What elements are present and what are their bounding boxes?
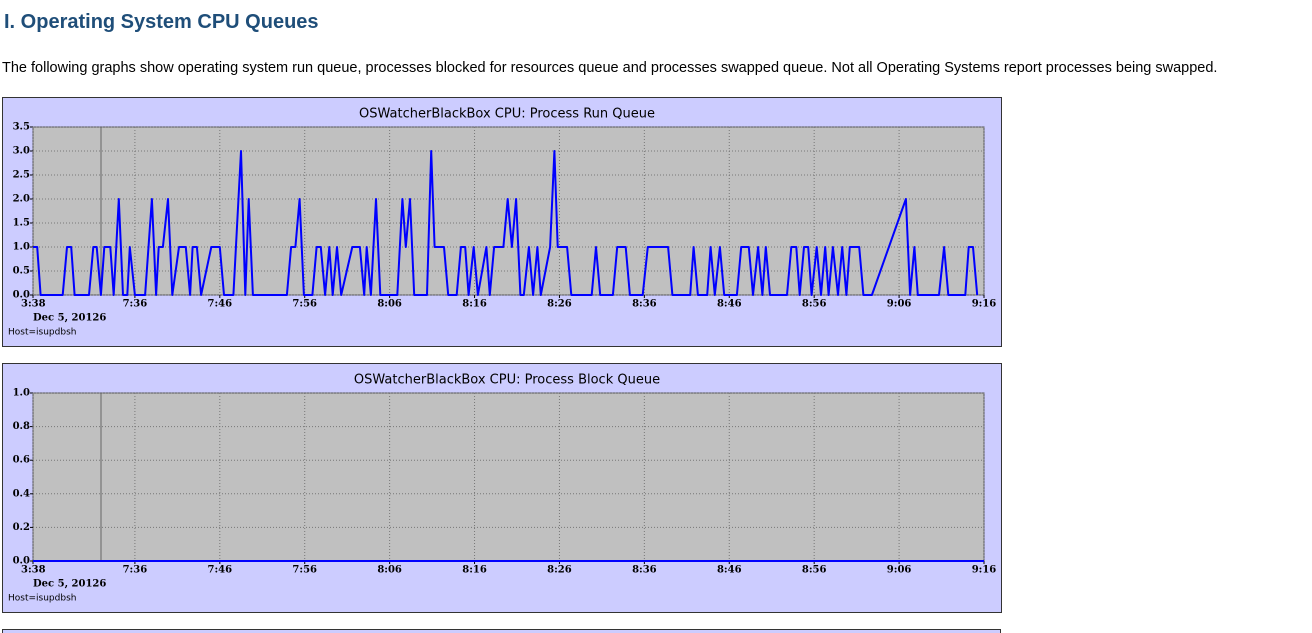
x-tick-label: 3:38 (21, 565, 46, 576)
y-tick-label: 3.5 (13, 122, 30, 133)
section-title: I. Operating System CPU Queues (4, 11, 319, 33)
x-tick-label: 8:36 (632, 299, 657, 310)
y-tick-label: 0.6 (13, 455, 30, 466)
x-tick-label: 7:56 (292, 299, 317, 310)
x-tick-label: 8:26 (547, 299, 572, 310)
x-tick-label: 8:16 (462, 565, 487, 576)
x-tick-label: 8:26 (547, 565, 572, 576)
next-chart-frame (2, 629, 1001, 633)
block-queue-chart: 0.0 0.2 0.4 0.6 0.8 1.0 3:38 7:36 7:46 7:56 8:06 8:… (2, 363, 1002, 613)
x-tick-label: 8:06 (377, 299, 402, 310)
y-tick-label: 1.0 (13, 388, 30, 399)
x-tick-label: 8:06 (377, 565, 402, 576)
x-tick-label: 7:36 (123, 299, 148, 310)
y-tick-label: 0.0 (13, 556, 30, 567)
x-tick-label: 7:36 (123, 565, 148, 576)
x-tick-label: 7:56 (292, 565, 317, 576)
y-tick-label: 2.0 (13, 194, 30, 205)
section-description: The following graphs show operating syst… (2, 60, 1218, 76)
y-tick-label: 0.5 (13, 266, 30, 277)
y-tick-label: 0.4 (13, 488, 30, 499)
data-line (33, 150, 979, 296)
x-tick-label: 8:36 (632, 565, 657, 576)
date-label: Dec 5, 20126 (33, 579, 106, 590)
x-tick-label: 3:38 (21, 299, 46, 310)
x-tick-label: 9:16 (972, 565, 997, 576)
x-tick-label: 9:06 (887, 299, 912, 310)
chart-title: OSWatcherBlackBox CPU: Process Block Que… (354, 373, 660, 388)
y-tick-label: 1.0 (13, 242, 30, 253)
x-tick-label: 8:46 (717, 565, 742, 576)
y-tick-label: 0.2 (13, 522, 30, 533)
x-tick-label: 8:16 (462, 299, 487, 310)
host-label: Host=isupdbsh (8, 594, 76, 604)
x-tick-label: 7:46 (208, 565, 233, 576)
x-tick-label: 8:56 (802, 299, 827, 310)
plot-area (32, 392, 985, 562)
y-tick-label: 1.5 (13, 218, 30, 229)
x-tick-label: 7:46 (208, 299, 233, 310)
run-queue-chart: 0.0 0.5 1.0 1.5 2.0 2.5 3.0 3.5 3:38 7:36 7:46 7:56… (2, 97, 1002, 347)
y-tick-label: 2.5 (13, 170, 30, 181)
y-tick-label: 3.0 (13, 146, 30, 157)
y-tick-label: 0.0 (13, 290, 30, 301)
date-label: Dec 5, 20126 (33, 313, 106, 324)
x-tick-label: 8:46 (717, 299, 742, 310)
x-tick-label: 9:06 (887, 565, 912, 576)
x-tick-label: 9:16 (972, 299, 997, 310)
y-tick-label: 0.8 (13, 421, 30, 432)
x-tick-label: 8:56 (802, 565, 827, 576)
chart-title: OSWatcherBlackBox CPU: Process Run Queue (359, 107, 655, 122)
host-label: Host=isupdbsh (8, 328, 76, 338)
